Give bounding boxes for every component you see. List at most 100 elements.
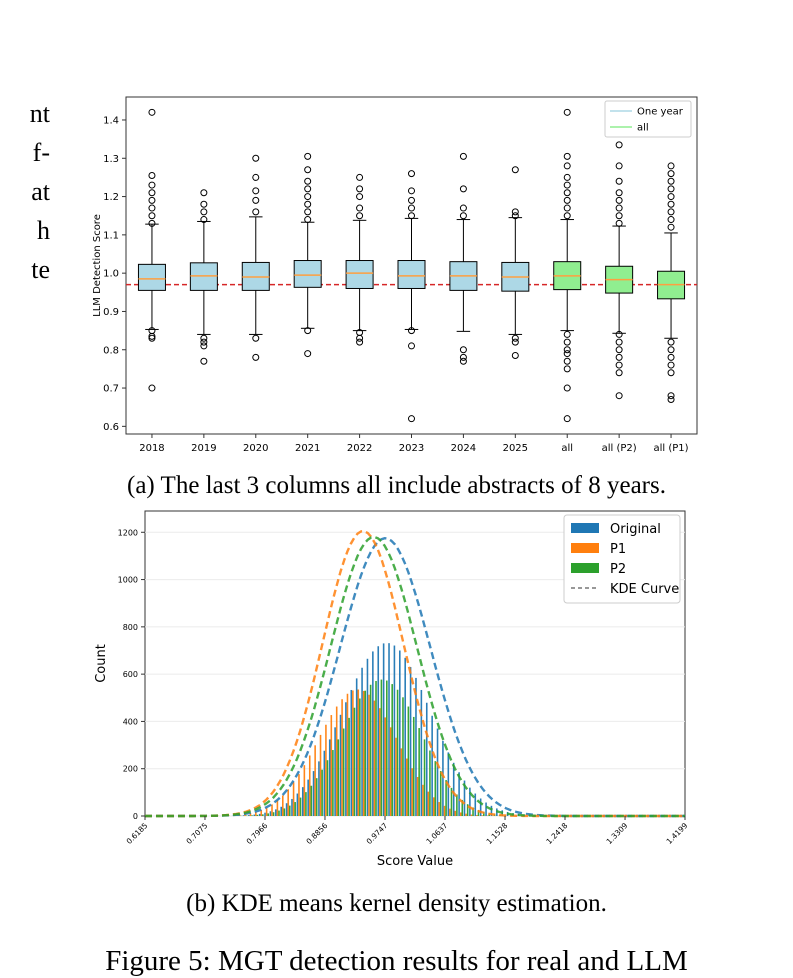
figure-caption: Figure 5: MGT detection results for real… bbox=[0, 945, 793, 978]
histogram-bar bbox=[341, 699, 343, 816]
y-axis-label: LLM Detection Score bbox=[92, 214, 103, 317]
histogram-bar bbox=[426, 703, 428, 816]
histogram-bar bbox=[437, 729, 439, 816]
y-tick-label: 1.4 bbox=[103, 115, 119, 126]
histogram-bar bbox=[363, 691, 365, 816]
histogram-bar bbox=[348, 718, 350, 816]
legend-entry: P2 bbox=[610, 562, 626, 577]
histogram-bar bbox=[309, 755, 311, 816]
histogram-bar bbox=[284, 808, 286, 816]
histogram-bar bbox=[428, 792, 430, 816]
histogram-bar bbox=[302, 787, 304, 816]
histogram-bar bbox=[374, 701, 376, 816]
histogram-bar bbox=[318, 761, 320, 816]
legend-swatch bbox=[571, 523, 599, 533]
histogram-bar bbox=[289, 806, 291, 816]
histogram-bar bbox=[270, 811, 272, 816]
histogram-bar bbox=[282, 795, 284, 816]
histogram-bar bbox=[390, 727, 392, 816]
histogram-bar bbox=[298, 774, 300, 816]
histogram-bar bbox=[384, 717, 386, 816]
x-axis-label: Score Value bbox=[377, 854, 453, 869]
histogram-bar bbox=[383, 643, 385, 816]
histogram-bar bbox=[248, 815, 250, 816]
side-text-line: nt bbox=[0, 94, 50, 133]
histogram-bar bbox=[332, 750, 334, 816]
legend: One year all bbox=[605, 101, 691, 137]
caption-a: (a) The last 3 columns all include abstr… bbox=[0, 472, 793, 500]
histogram-bar bbox=[399, 650, 401, 816]
histogram-bar bbox=[394, 646, 396, 816]
legend-entry: P1 bbox=[610, 542, 626, 557]
histogram-bar bbox=[424, 739, 426, 816]
histogram-bar bbox=[386, 681, 388, 816]
histogram-bar bbox=[334, 727, 336, 816]
histogram-bar bbox=[293, 782, 295, 816]
histogram-bar bbox=[444, 806, 446, 816]
y-tick-label: 1000 bbox=[118, 576, 138, 585]
histogram-bar bbox=[449, 809, 451, 816]
histogram-bar bbox=[311, 786, 313, 816]
histogram-bar bbox=[395, 738, 397, 816]
histogram-bar bbox=[251, 815, 253, 816]
histogram-bar bbox=[377, 646, 379, 816]
histogram-bar bbox=[291, 799, 293, 816]
histogram-bar bbox=[357, 690, 359, 816]
histogram-bar bbox=[429, 751, 431, 816]
x-tick-label: 0.7966 bbox=[244, 821, 269, 846]
y-tick-label: 0.6 bbox=[103, 422, 119, 433]
histogram-bar bbox=[397, 690, 399, 816]
side-text-line: h bbox=[0, 211, 50, 250]
x-tick-label: 1.1528 bbox=[485, 821, 510, 846]
histogram-bar bbox=[421, 690, 423, 816]
histogram-bar bbox=[304, 765, 306, 816]
histogram-bar bbox=[325, 725, 327, 816]
x-tick-label: 2021 bbox=[295, 443, 320, 454]
histogram-bar bbox=[368, 695, 370, 816]
legend-entry: One year bbox=[637, 107, 684, 118]
y-tick-label: 0.7 bbox=[103, 384, 119, 395]
histogram-bar bbox=[314, 745, 316, 816]
x-tick-label: 2019 bbox=[191, 443, 216, 454]
x-tick-label: 2022 bbox=[347, 443, 372, 454]
x-tick-label: 0.8856 bbox=[304, 821, 329, 846]
histogram-bar bbox=[347, 694, 349, 816]
histogram-bar bbox=[350, 690, 352, 816]
histogram-bar bbox=[445, 780, 447, 816]
histogram-bar bbox=[275, 809, 277, 816]
legend-entry: KDE Curve bbox=[610, 582, 679, 597]
histogram-bar bbox=[340, 715, 342, 816]
histogram-bar bbox=[313, 771, 315, 816]
histogram-bar bbox=[345, 702, 347, 816]
histogram-bar bbox=[271, 804, 273, 816]
y-tick-label: 1.2 bbox=[103, 192, 119, 203]
histogram-bar bbox=[327, 760, 329, 816]
x-tick-label: 0.6185 bbox=[124, 821, 149, 846]
histogram-bar bbox=[305, 792, 307, 816]
legend-swatch bbox=[571, 563, 599, 573]
y-tick-label: 1200 bbox=[118, 528, 138, 537]
histogram-bar bbox=[370, 685, 372, 816]
histogram-bar bbox=[476, 815, 478, 816]
x-tick-label: 2024 bbox=[451, 443, 476, 454]
histogram-bar bbox=[418, 728, 420, 816]
histogram-bar bbox=[277, 800, 279, 816]
histogram-bar bbox=[455, 811, 457, 816]
histogram-bar bbox=[431, 716, 433, 816]
legend-entry: all bbox=[637, 123, 649, 134]
x-tick-label: 0.7075 bbox=[184, 821, 209, 846]
histogram-bar bbox=[361, 668, 363, 816]
y-tick-label: 1.0 bbox=[103, 269, 119, 280]
histogram-bar bbox=[294, 802, 296, 816]
y-tick-label: 600 bbox=[123, 670, 138, 679]
histogram-bar bbox=[379, 708, 381, 816]
y-tick-label: 0.9 bbox=[103, 307, 119, 318]
histogram-bar bbox=[354, 708, 356, 816]
histogram-bar bbox=[337, 739, 339, 816]
legend-entry: Original bbox=[610, 522, 661, 537]
x-tick-label: 2025 bbox=[503, 443, 528, 454]
histogram-bar bbox=[262, 814, 264, 816]
